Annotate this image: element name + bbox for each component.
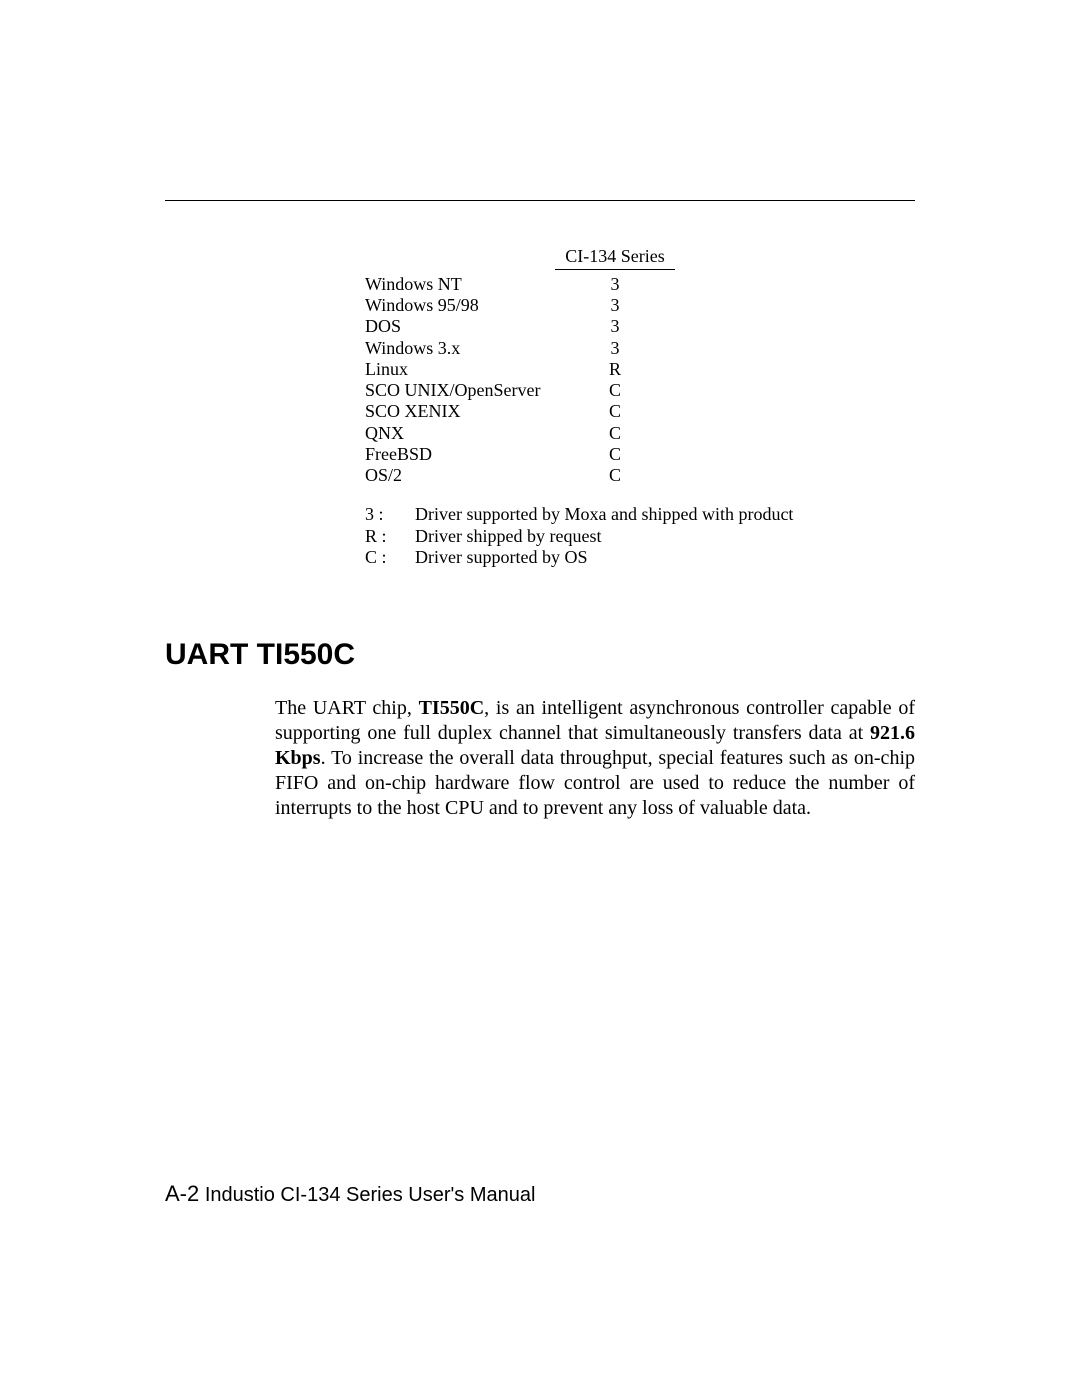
os-name: DOS (365, 316, 555, 337)
table-row: OS/2C (365, 465, 785, 486)
legend-key: C : (365, 547, 415, 568)
para-text: . To increase the overall data throughpu… (275, 747, 915, 819)
os-value: C (555, 423, 675, 444)
os-name: Linux (365, 359, 555, 380)
table-row: DOS3 (365, 316, 785, 337)
section-heading: UART TI550C (165, 638, 915, 672)
os-support-table: CI-134 Series Windows NT3 Windows 95/983… (365, 246, 785, 568)
legend-row: R :Driver shipped by request (365, 526, 785, 547)
legend: 3 :Driver supported by Moxa and shipped … (365, 504, 785, 568)
os-value: C (555, 401, 675, 422)
os-name: QNX (365, 423, 555, 444)
table-row: FreeBSDC (365, 444, 785, 465)
table-row: LinuxR (365, 359, 785, 380)
os-name: OS/2 (365, 465, 555, 486)
os-value: 3 (555, 316, 675, 337)
legend-desc: Driver supported by OS (415, 547, 587, 567)
table-header-row: CI-134 Series (365, 246, 785, 274)
document-page: CI-134 Series Windows NT3 Windows 95/983… (0, 0, 1080, 1397)
legend-row: C :Driver supported by OS (365, 547, 785, 568)
table-row: Windows 95/983 (365, 295, 785, 316)
os-name: Windows 3.x (365, 338, 555, 359)
page-number: A-2 (165, 1181, 199, 1206)
os-name: FreeBSD (365, 444, 555, 465)
table-row: SCO UNIX/OpenServerC (365, 380, 785, 401)
os-value: C (555, 444, 675, 465)
legend-key: 3 : (365, 504, 415, 525)
os-value: C (555, 380, 675, 401)
os-name: Windows NT (365, 274, 555, 295)
os-name: SCO UNIX/OpenServer (365, 380, 555, 401)
page-footer: A-2 Industio CI-134 Series User's Manual (165, 1181, 535, 1207)
table-header-col2: CI-134 Series (565, 246, 664, 266)
os-name: SCO XENIX (365, 401, 555, 422)
legend-row: 3 :Driver supported by Moxa and shipped … (365, 504, 785, 525)
para-bold: TI550C (419, 697, 485, 719)
os-value: 3 (555, 274, 675, 295)
os-value: 3 (555, 295, 675, 316)
table-row: QNXC (365, 423, 785, 444)
table-row: Windows NT3 (365, 274, 785, 295)
legend-key: R : (365, 526, 415, 547)
legend-desc: Driver shipped by request (415, 526, 601, 546)
legend-desc: Driver supported by Moxa and shipped wit… (415, 504, 793, 524)
os-value: 3 (555, 338, 675, 359)
os-name: Windows 95/98 (365, 295, 555, 316)
body-paragraph: The UART chip, TI550C, is an intelligent… (275, 696, 915, 821)
header-underline (555, 269, 675, 270)
top-horizontal-rule (165, 200, 915, 201)
os-value: R (555, 359, 675, 380)
os-value: C (555, 465, 675, 486)
table-row: SCO XENIXC (365, 401, 785, 422)
para-text: The UART chip, (275, 697, 419, 719)
table-row: Windows 3.x3 (365, 338, 785, 359)
footer-title: Industio CI-134 Series User's Manual (205, 1184, 536, 1206)
